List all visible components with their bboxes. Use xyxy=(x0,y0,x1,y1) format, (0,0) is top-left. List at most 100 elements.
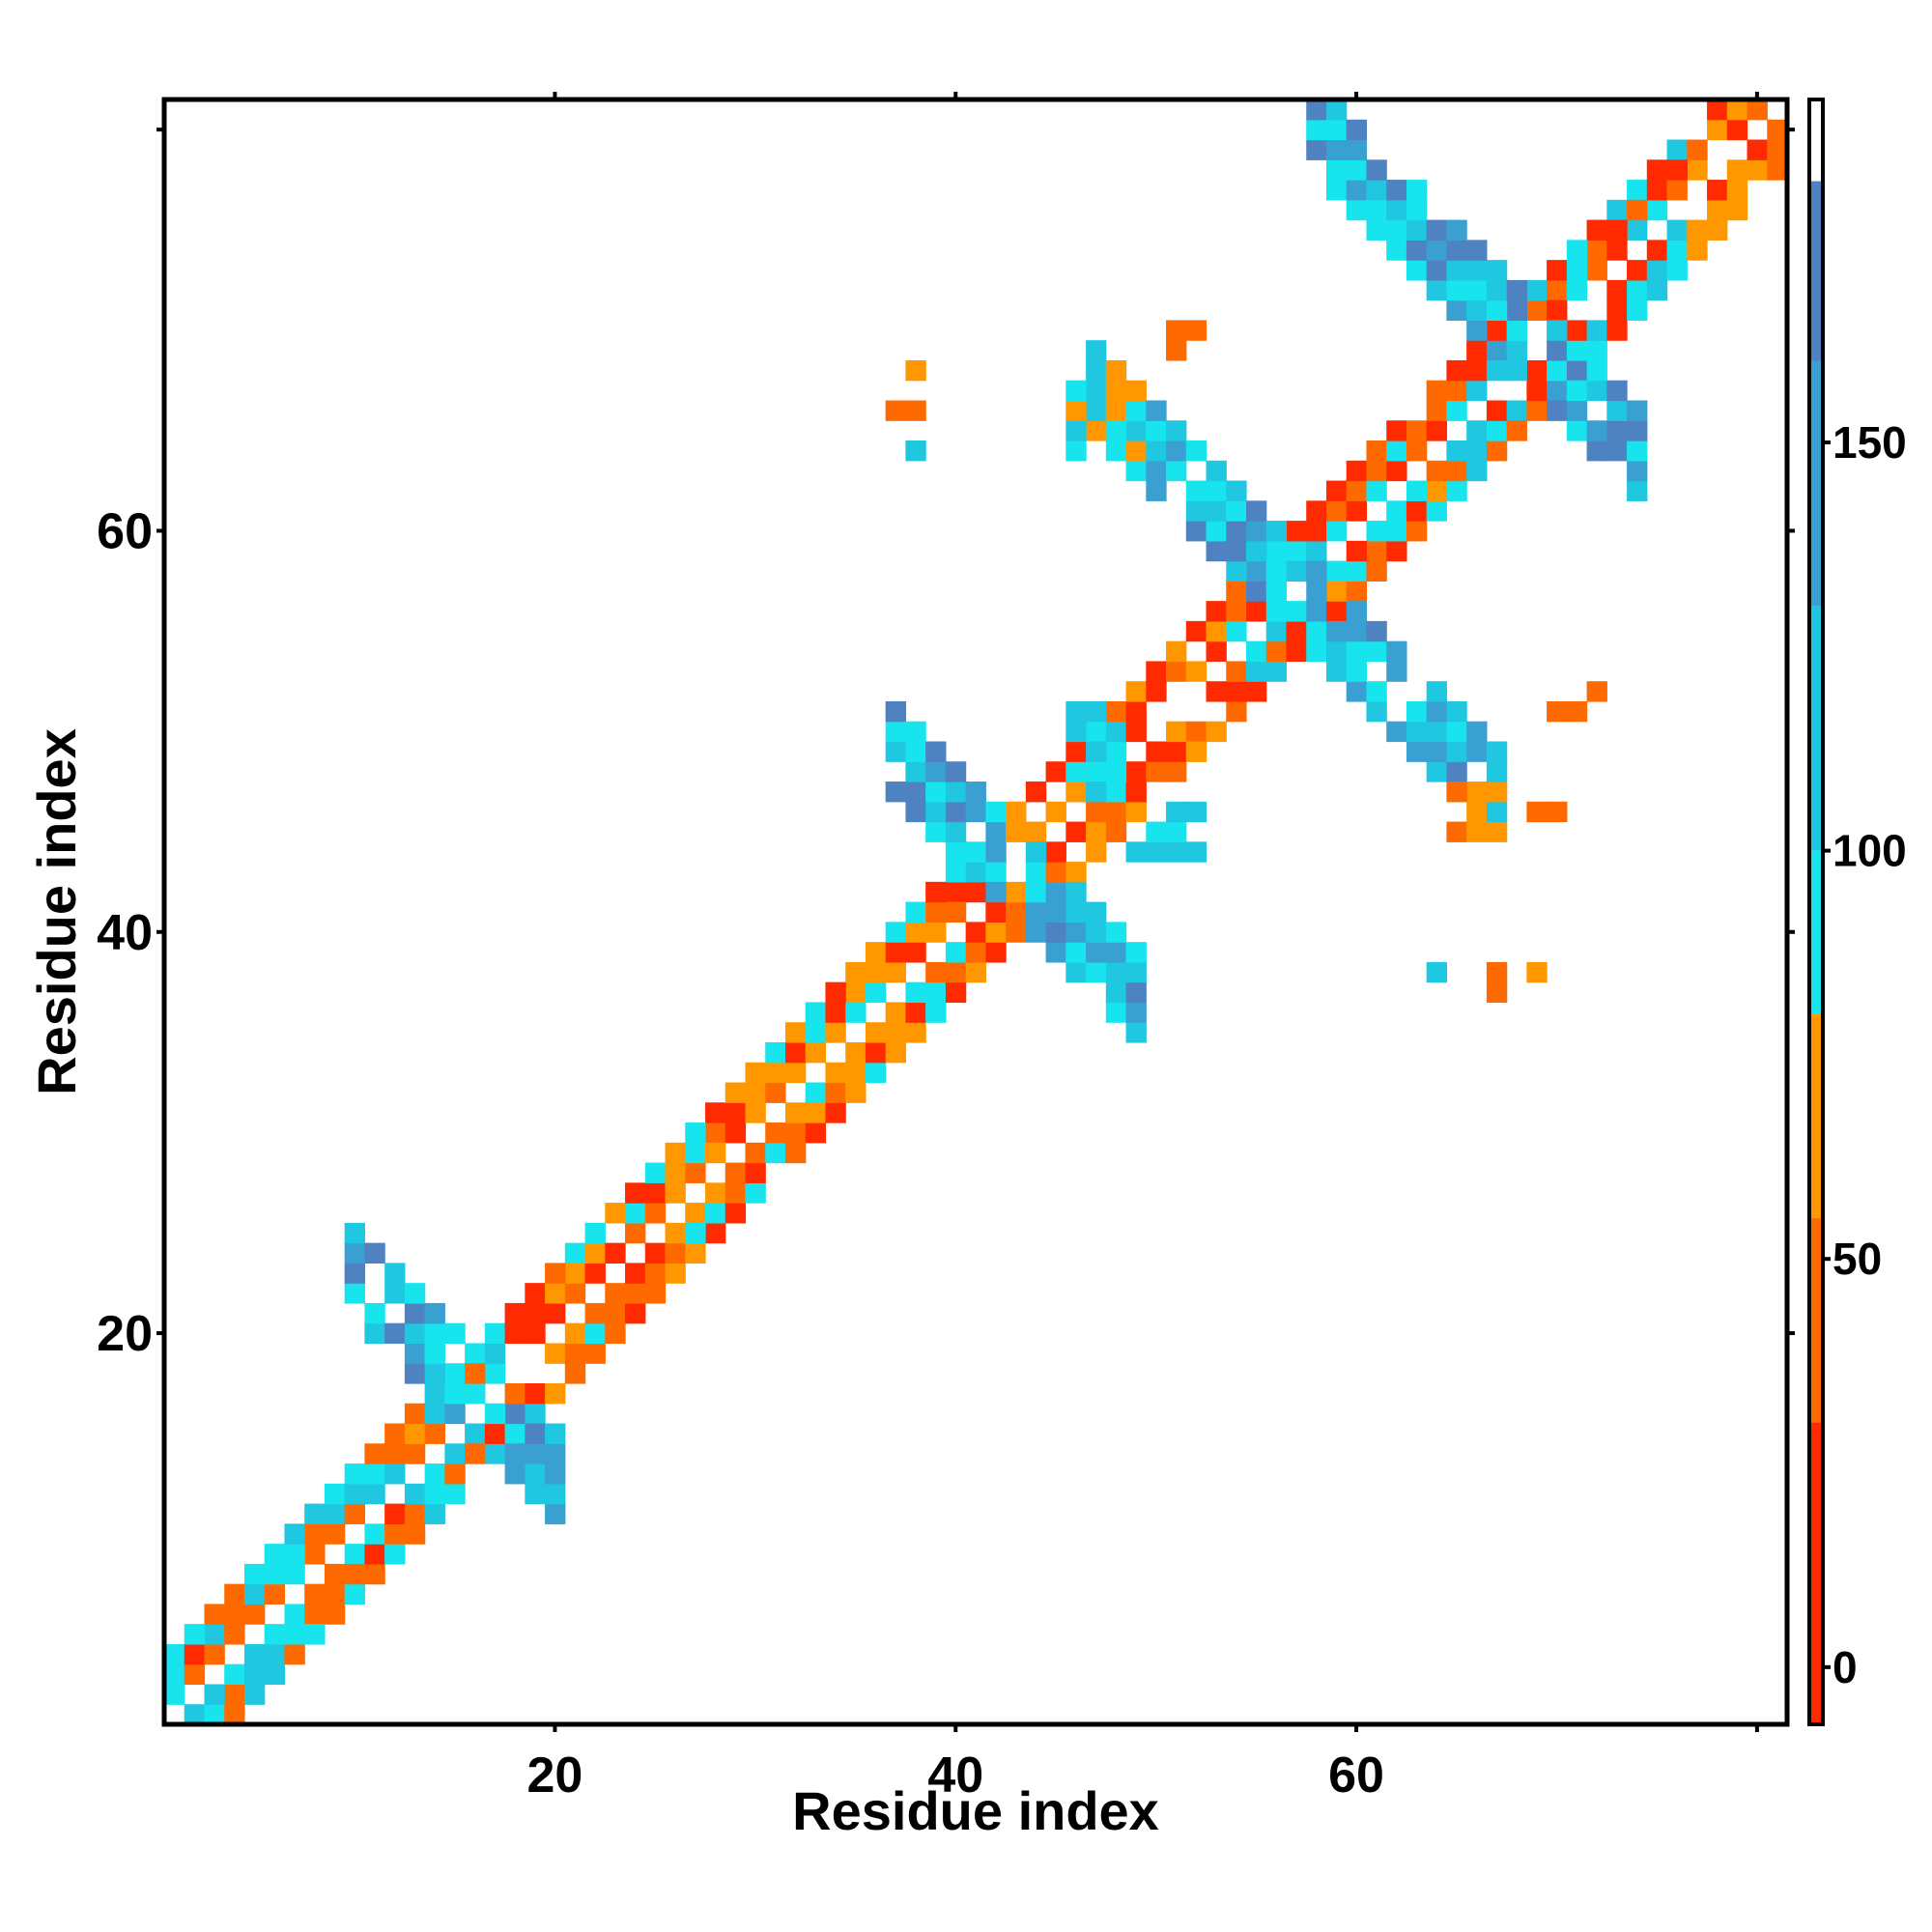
heatmap-cell xyxy=(484,1363,506,1384)
heatmap-cell xyxy=(1486,340,1508,361)
heatmap-cell xyxy=(224,1604,245,1625)
heatmap-cell xyxy=(525,1322,546,1345)
heatmap-cell xyxy=(364,1563,385,1585)
heatmap-cell xyxy=(825,1022,846,1043)
heatmap-cell xyxy=(1206,540,1227,562)
heatmap-cell xyxy=(1146,661,1167,682)
heatmap-cell xyxy=(344,1463,366,1485)
heatmap-cell xyxy=(504,1382,526,1405)
heatmap-cell xyxy=(1687,139,1708,160)
heatmap-cell xyxy=(1406,440,1428,462)
heatmap-cell xyxy=(1206,480,1227,501)
heatmap-cell xyxy=(724,1082,747,1103)
heatmap-cell xyxy=(905,761,926,782)
heatmap-cell xyxy=(364,1483,385,1505)
heatmap-cell xyxy=(384,1463,406,1485)
heatmap-cell xyxy=(545,1382,566,1405)
heatmap-cell xyxy=(1366,180,1387,201)
heatmap-cell xyxy=(1306,119,1327,141)
colorbar-tick-label: 100 xyxy=(1833,826,1907,876)
heatmap-cell xyxy=(1426,420,1448,441)
heatmap-cell xyxy=(1406,480,1428,501)
heatmap-cell xyxy=(1386,661,1407,682)
heatmap-cell xyxy=(1306,640,1327,663)
heatmap-cell xyxy=(1346,681,1368,702)
heatmap-cell xyxy=(1226,601,1247,622)
heatmap-cell xyxy=(584,1302,606,1324)
heatmap-cell xyxy=(525,1382,546,1405)
y-axis-title: Residue index xyxy=(26,728,87,1095)
heatmap-cell xyxy=(1325,180,1348,201)
heatmap-cell xyxy=(724,1203,747,1224)
heatmap-cell xyxy=(364,1302,385,1324)
heatmap-cell xyxy=(1346,480,1368,501)
heatmap-cell xyxy=(1666,260,1688,281)
heatmap-cell xyxy=(164,1663,185,1686)
heatmap-cell xyxy=(825,1002,846,1023)
heatmap-cell xyxy=(1146,440,1167,462)
heatmap-cell xyxy=(965,801,986,823)
heatmap-cell xyxy=(1105,761,1127,782)
heatmap-cell xyxy=(1687,159,1708,181)
plot-frame xyxy=(161,97,1790,1727)
heatmap-cell xyxy=(1586,440,1607,462)
heatmap-cell xyxy=(1366,460,1387,482)
heatmap-cell xyxy=(605,1302,626,1324)
heatmap-cell xyxy=(564,1263,586,1284)
heatmap-cell xyxy=(1707,119,1728,141)
heatmap-cell xyxy=(845,961,867,983)
heatmap-cell xyxy=(1566,359,1588,382)
heatmap-cell xyxy=(644,1182,667,1204)
heatmap-cell xyxy=(1406,700,1428,723)
heatmap-cell xyxy=(1045,922,1066,943)
heatmap-cell xyxy=(1166,640,1187,663)
heatmap-cell xyxy=(525,1423,546,1444)
heatmap-cell xyxy=(1045,901,1066,923)
heatmap-cell xyxy=(1466,320,1488,341)
heatmap-cell xyxy=(284,1624,305,1645)
heatmap-cell xyxy=(1386,199,1407,221)
heatmap-cell xyxy=(465,1343,486,1364)
heatmap-cell xyxy=(1486,761,1508,782)
heatmap-cell xyxy=(705,1122,726,1144)
heatmap-cell xyxy=(545,1463,566,1485)
heatmap-cell xyxy=(1125,1002,1147,1023)
heatmap-cell xyxy=(1125,440,1147,462)
heatmap-cell xyxy=(1086,741,1107,762)
heatmap-cell xyxy=(1306,560,1327,582)
heatmap-cell xyxy=(1105,781,1127,803)
heatmap-cell xyxy=(384,1443,406,1464)
heatmap-cell xyxy=(243,1563,266,1585)
heatmap-cell xyxy=(905,801,926,823)
heatmap-cell xyxy=(1386,721,1407,743)
heatmap-cell xyxy=(204,1624,225,1645)
heatmap-cell xyxy=(625,1302,646,1324)
x-tick-label: 60 xyxy=(1328,1747,1384,1804)
heatmap-cell xyxy=(1166,420,1187,441)
heatmap-cell xyxy=(1386,460,1407,482)
heatmap-cell xyxy=(1547,700,1568,723)
heatmap-cell xyxy=(1586,219,1607,241)
heatmap-cell xyxy=(1125,981,1147,1004)
heatmap-cell xyxy=(444,1322,466,1345)
heatmap-cell xyxy=(224,1684,245,1705)
heatmap-cell xyxy=(1206,500,1227,522)
heatmap-cell xyxy=(1366,560,1387,582)
heatmap-cell xyxy=(945,961,967,983)
heatmap-cell xyxy=(885,1002,907,1023)
heatmap-cell xyxy=(685,1162,706,1183)
heatmap-cell xyxy=(1486,961,1508,983)
heatmap-cell xyxy=(1566,320,1588,341)
heatmap-cell xyxy=(1486,260,1508,281)
heatmap-cell xyxy=(324,1583,346,1605)
heatmap-cell xyxy=(1226,560,1247,582)
heatmap-cell xyxy=(1185,841,1208,863)
heatmap-cell xyxy=(1025,901,1047,923)
heatmap-cell xyxy=(1627,180,1648,201)
heatmap-cell xyxy=(1446,359,1467,382)
heatmap-cell xyxy=(1726,199,1748,221)
heatmap-cell xyxy=(925,901,947,923)
heatmap-cell xyxy=(1206,721,1227,743)
heatmap-cell xyxy=(1687,240,1708,261)
heatmap-cell xyxy=(1025,922,1047,943)
